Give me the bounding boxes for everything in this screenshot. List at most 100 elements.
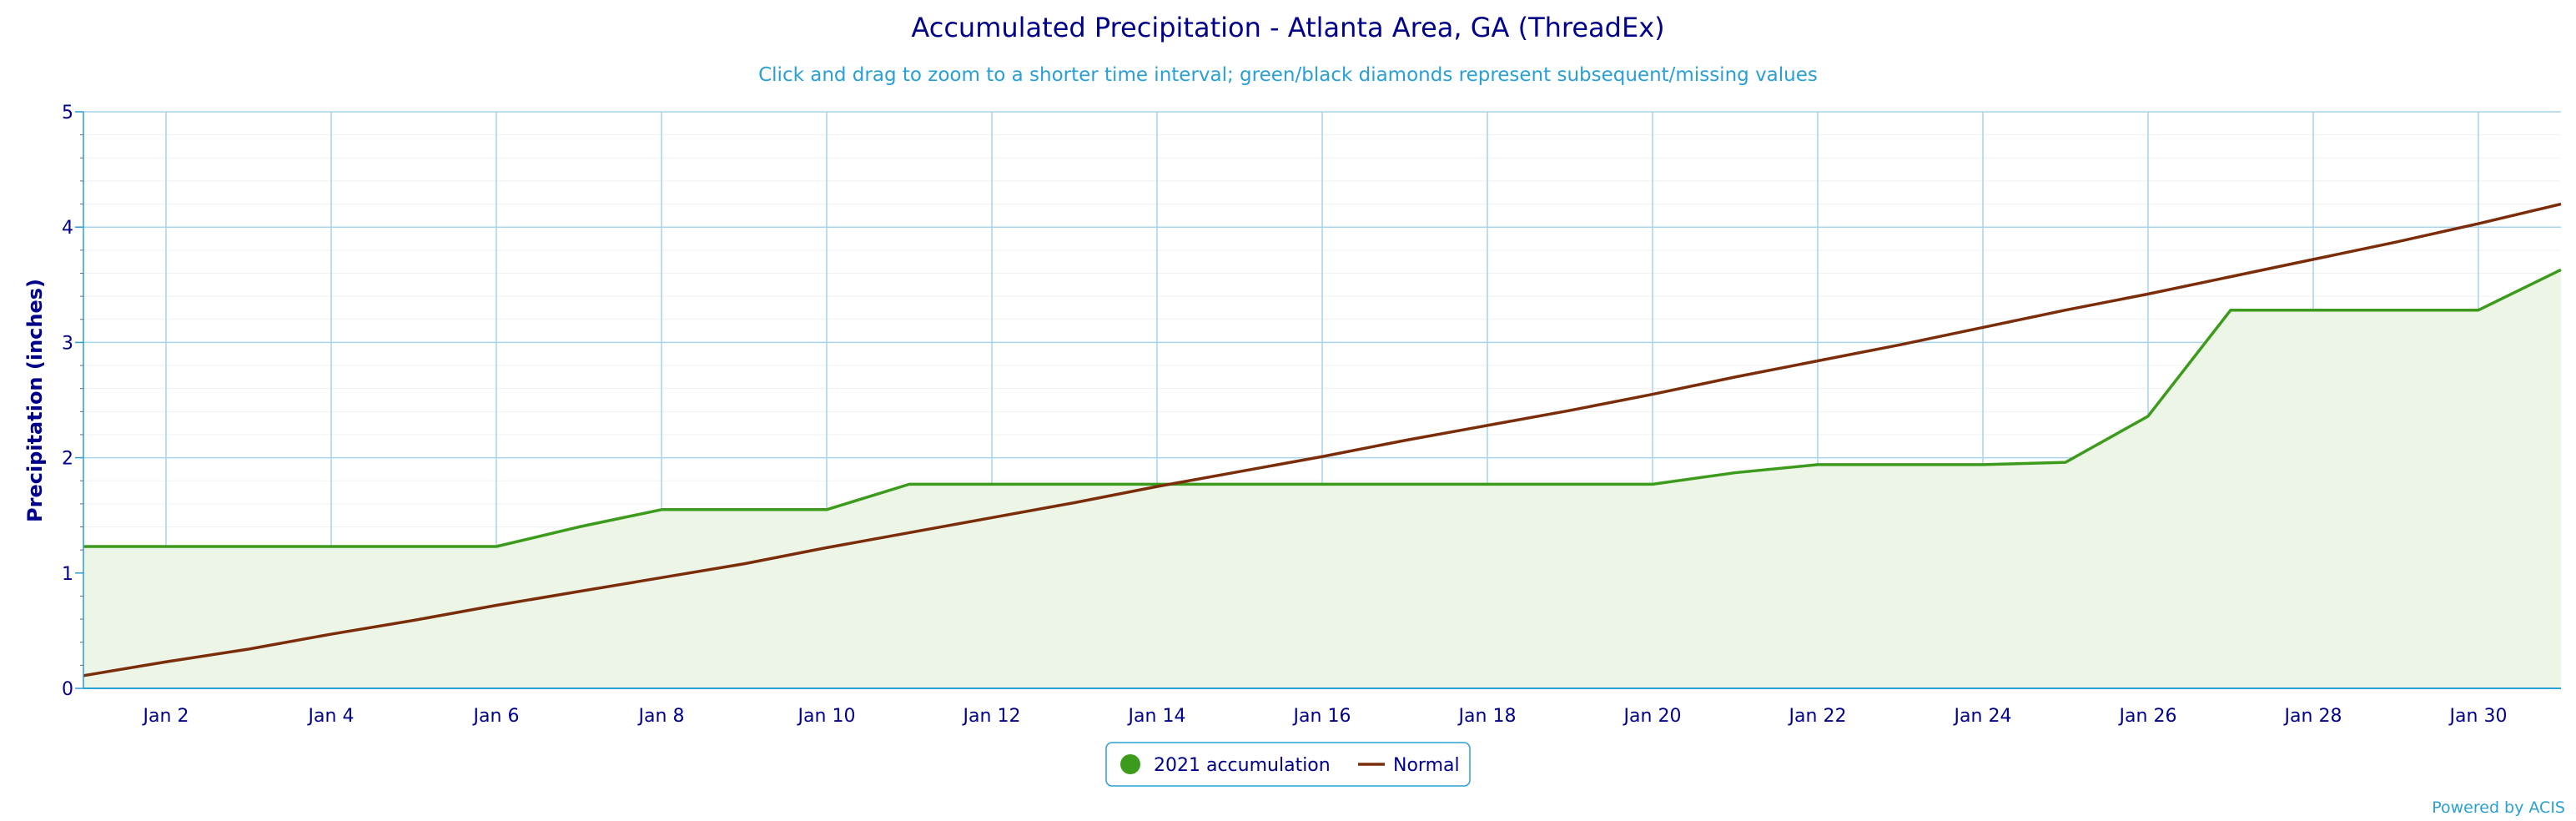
y-tick-label: 3 — [62, 333, 73, 354]
normal-data-point — [329, 632, 334, 637]
accumulation-data-point — [164, 544, 169, 549]
accumulation-data-point — [742, 507, 747, 512]
x-tick-label: Jan 24 — [1953, 706, 2012, 727]
accumulation-data-point — [2311, 308, 2316, 313]
normal-data-point — [989, 515, 994, 520]
credit-link[interactable]: Powered by ACIS — [2432, 798, 2565, 817]
x-tick-label: Jan 4 — [307, 706, 355, 727]
accumulation-data-point — [2393, 308, 2398, 313]
normal-data-point — [1815, 359, 1820, 364]
chart-title: Accumulated Precipitation - Atlanta Area… — [911, 12, 1664, 43]
normal-data-point — [1567, 408, 1572, 413]
y-tick-label: 4 — [62, 218, 73, 239]
x-tick-label: Jan 20 — [1623, 706, 1682, 727]
normal-data-point — [2146, 291, 2151, 296]
normal-data-point — [742, 562, 747, 567]
x-tick-label: Jan 2 — [142, 706, 189, 727]
normal-data-point — [246, 647, 251, 652]
accumulation-data-point — [246, 544, 251, 549]
normal-data-point — [411, 617, 416, 622]
y-tick-labels: 0 1 2 3 4 5 — [62, 103, 73, 700]
accumulation-data-point — [659, 507, 664, 512]
series-area-layer — [83, 269, 2561, 688]
normal-data-point — [659, 575, 664, 580]
legend-marker-circle-icon — [1120, 754, 1140, 774]
accumulation-data-point — [989, 481, 994, 486]
normal-data-point — [1898, 342, 1903, 347]
y-tick-label: 0 — [62, 679, 73, 700]
normal-data-point — [2228, 275, 2233, 280]
x-tick-label: Jan 6 — [472, 706, 520, 727]
accumulation-data-point — [2063, 460, 2068, 465]
normal-data-point — [824, 545, 829, 550]
accumulation-data-point — [1320, 481, 1325, 486]
legend: 2021 accumulation Normal — [1105, 742, 1471, 787]
y-tick-label: 5 — [62, 103, 73, 123]
normal-series-line — [83, 202, 2562, 677]
accumulation-data-point — [1733, 471, 1738, 476]
normal-data-point — [1237, 469, 1242, 474]
x-tick-label: Jan 10 — [797, 706, 856, 727]
legend-label-accumulation: 2021 accumulation — [1154, 755, 1331, 776]
x-tick-label: Jan 18 — [1457, 706, 1517, 727]
x-tick-label: Jan 12 — [962, 706, 1021, 727]
chart-subtitle: Click and drag to zoom to a shorter time… — [758, 64, 1818, 86]
normal-data-point — [1733, 375, 1738, 380]
x-tick-label: Jan 26 — [2118, 706, 2177, 727]
accumulation-data-point — [1237, 481, 1242, 486]
normal-data-point — [2558, 202, 2563, 207]
y-tick-label: 2 — [62, 449, 73, 470]
accumulation-data-point — [824, 507, 829, 512]
normal-data-point — [1485, 423, 1490, 428]
normal-data-point — [907, 530, 912, 535]
accumulation-data-point — [329, 544, 334, 549]
series-line-layer — [83, 202, 2563, 677]
accumulation-data-point — [411, 544, 416, 549]
accumulation-data-point — [1485, 481, 1490, 486]
accumulation-data-point — [576, 525, 581, 530]
accumulation-data-point — [1402, 481, 1407, 486]
accumulation-area-fill — [83, 269, 2561, 688]
normal-data-point — [1155, 484, 1160, 489]
accumulation-data-point — [907, 481, 912, 486]
normal-data-point — [1072, 500, 1077, 505]
accumulation-data-point — [1815, 462, 1820, 467]
accumulation-data-point — [2146, 414, 2151, 419]
legend-box — [1105, 742, 1471, 787]
accumulation-data-point — [2476, 308, 2481, 313]
x-tick-label: Jan 8 — [637, 706, 685, 727]
x-tick-label: Jan 30 — [2448, 706, 2508, 727]
accumulation-data-point — [1567, 481, 1572, 486]
legend-label-normal: Normal — [1393, 755, 1460, 776]
x-tick-label: Jan 16 — [1292, 706, 1351, 727]
accumulation-data-point — [1980, 462, 1985, 467]
accumulation-data-point — [494, 544, 499, 549]
normal-data-point — [164, 659, 169, 664]
y-axis-title: Precipitation (inches) — [23, 279, 47, 522]
normal-data-point — [2476, 221, 2481, 226]
normal-data-point — [1402, 438, 1407, 443]
accumulation-data-point — [1898, 462, 1903, 467]
normal-data-point — [1320, 454, 1325, 459]
normal-data-point — [2393, 239, 2398, 244]
legend-item-normal[interactable]: Normal — [1358, 755, 1460, 776]
normal-data-point — [1650, 392, 1655, 397]
normal-data-point — [494, 602, 499, 607]
axes — [75, 111, 2561, 689]
normal-data-point — [1980, 325, 1985, 330]
accumulation-data-point — [1072, 481, 1077, 486]
normal-data-point — [576, 589, 581, 594]
x-tick-label: Jan 22 — [1788, 706, 1847, 727]
y-tick-label: 1 — [62, 564, 73, 585]
legend-item-2021-accumulation[interactable]: 2021 accumulation — [1120, 754, 1331, 776]
normal-data-point — [2311, 257, 2316, 262]
x-tick-labels: Jan 2 Jan 4 Jan 6 Jan 8 Jan 10 Jan 12 Jan 14 Ja… — [142, 706, 2508, 727]
x-tick-label: Jan 14 — [1127, 706, 1186, 727]
accumulation-data-point — [2228, 308, 2233, 313]
x-tick-label: Jan 28 — [2283, 706, 2342, 727]
accumulation-series-line — [83, 268, 2562, 548]
normal-data-point — [2063, 308, 2068, 313]
accumulation-data-point — [1650, 481, 1655, 486]
accumulation-data-point — [2558, 267, 2563, 272]
